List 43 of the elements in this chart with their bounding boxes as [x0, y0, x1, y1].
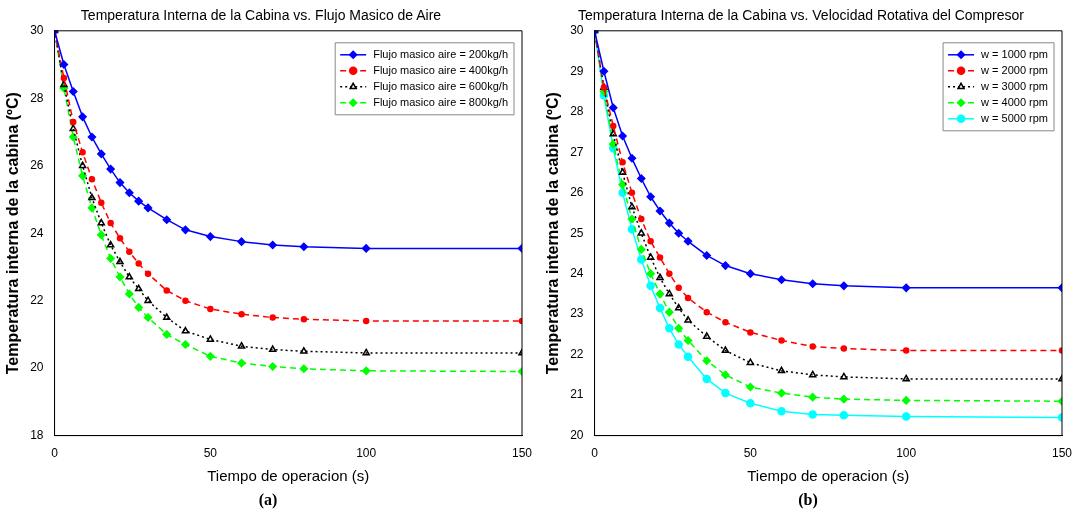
x-axis-title: Tiempo de operacion (s) [747, 467, 910, 485]
chart-title: Temperatura Interna de la Cabina vs. Velocidad Rotativa del Compresor [578, 7, 1025, 24]
x-tick-label: 0 [591, 446, 599, 461]
y-tick-label: 30 [570, 23, 584, 38]
legend-label: Flujo masico aire = 400kg/h [373, 63, 509, 76]
legend-label: Flujo masico aire = 200kg/h [373, 47, 509, 60]
text: (a) [258, 490, 278, 510]
y-tick-label: 30 [30, 23, 44, 38]
legend-label: Flujo masico aire = 600kg/h [373, 79, 509, 92]
legend-label: w = 1000 rpm [980, 47, 1048, 60]
y-tick-label: 24 [30, 225, 44, 240]
y-tick-label: 21 [570, 387, 584, 402]
chart-title: Temperatura Interna de la Cabina vs. Flujo Masico de Aire [80, 7, 442, 24]
x-tick-label: 150 [511, 446, 533, 461]
x-tick-label: 50 [203, 446, 218, 461]
y-tick-label: 22 [570, 346, 584, 361]
y-tick-label: 23 [570, 306, 584, 321]
y-tick-label: 28 [570, 104, 584, 119]
y-tick-label: 26 [30, 158, 44, 173]
legend-label: w = 2000 rpm [980, 63, 1048, 76]
legend-label: w = 4000 rpm [980, 95, 1048, 108]
x-tick-label: 150 [1051, 446, 1073, 461]
y-tick-label: 24 [570, 265, 584, 280]
x-axis-title: Tiempo de operacion (s) [207, 467, 370, 485]
x-tick-label: 50 [743, 446, 758, 461]
text: (b) [798, 490, 818, 510]
y-tick-label: 27 [570, 144, 584, 159]
x-tick-label: 100 [356, 446, 377, 461]
x-tick-label: 0 [51, 446, 59, 461]
y-axis-title: Temperatura interna de la cabina (ºC) [544, 92, 562, 375]
legend-label: w = 5000 rpm [980, 111, 1048, 124]
y-tick-label: 18 [30, 427, 44, 442]
y-tick-label: 26 [570, 185, 584, 200]
y-tick-label: 22 [30, 292, 44, 307]
legend-label: w = 3000 rpm [980, 79, 1048, 92]
legend-label: Flujo masico aire = 800kg/h [373, 95, 509, 108]
x-tick-label: 100 [896, 446, 917, 461]
y-tick-label: 20 [570, 427, 584, 442]
y-tick-label: 28 [30, 90, 44, 105]
y-tick-label: 29 [570, 63, 584, 78]
y-tick-label: 20 [30, 360, 44, 375]
y-tick-label: 25 [570, 225, 584, 240]
y-axis-title: Temperatura interna de la cabina (ºC) [4, 92, 22, 375]
